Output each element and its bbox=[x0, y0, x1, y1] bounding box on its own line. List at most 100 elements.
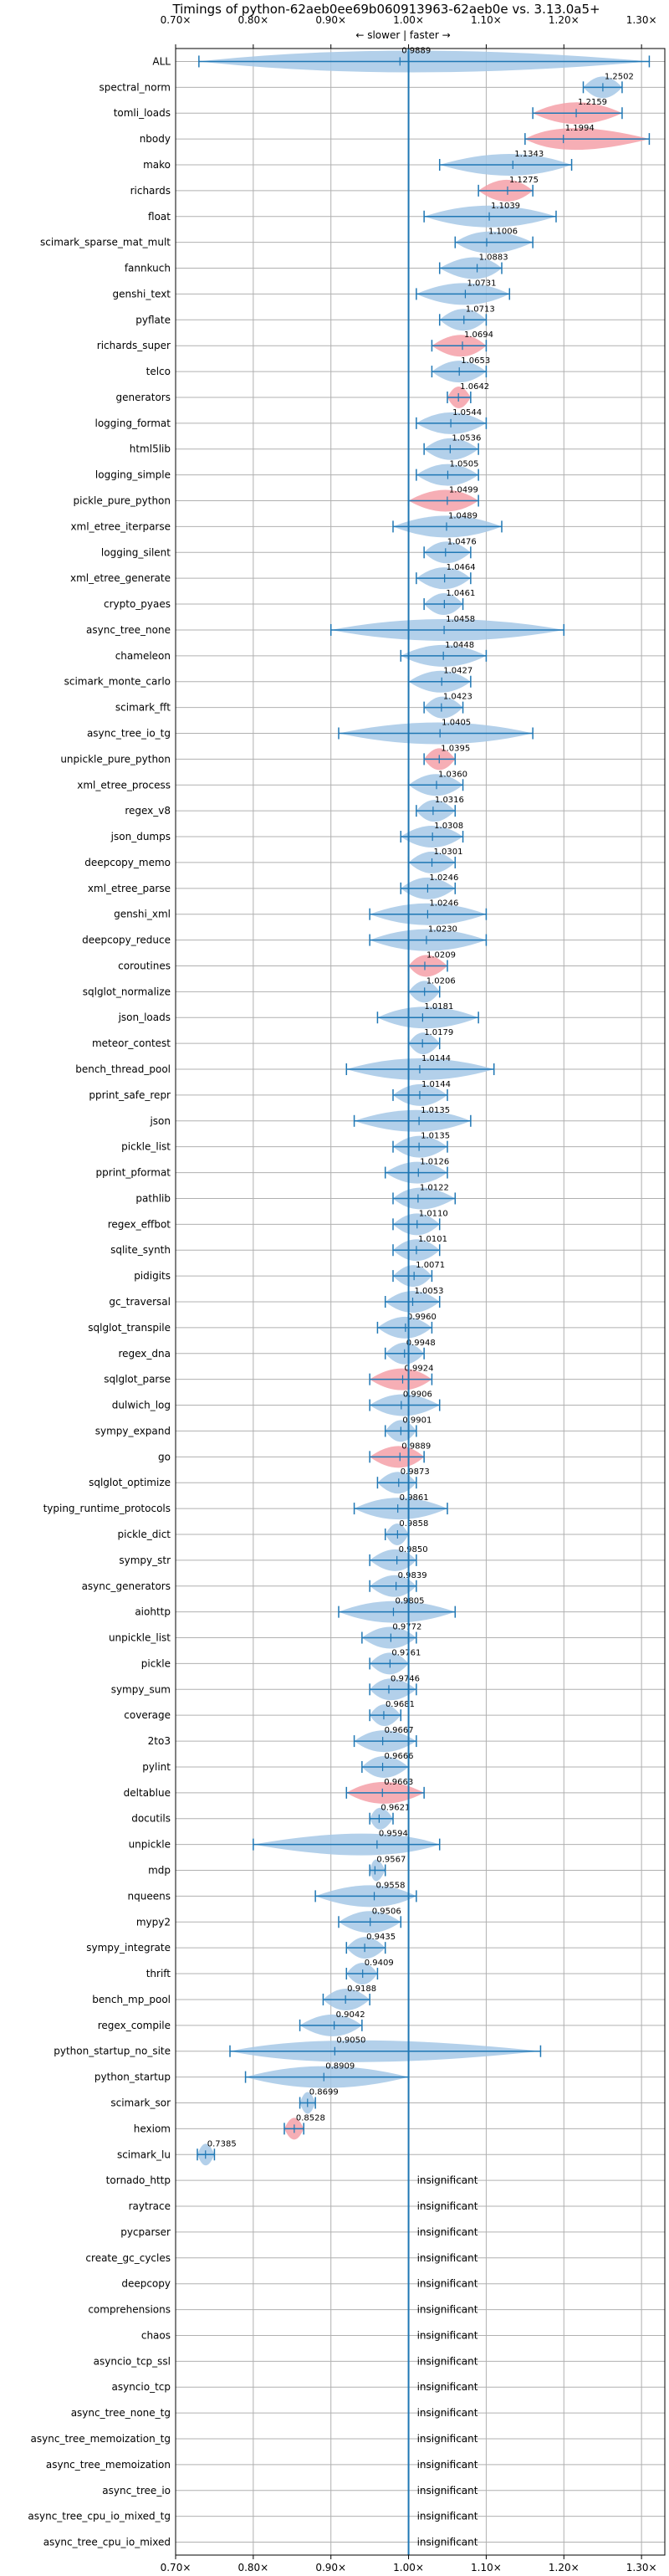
benchmark-label: sympy_str bbox=[119, 1554, 171, 1566]
value-label: 0.9621 bbox=[380, 1804, 410, 1813]
chart-subtitle: ← slower | faster → bbox=[355, 29, 450, 41]
value-label: 0.9839 bbox=[398, 1571, 427, 1580]
benchmark-label: pathlib bbox=[135, 1192, 171, 1204]
value-label: 1.0423 bbox=[443, 693, 472, 702]
benchmark-label: sympy_sum bbox=[111, 1683, 171, 1695]
benchmark-label: asyncio_tcp bbox=[111, 2381, 171, 2393]
value-label: 1.0122 bbox=[420, 1183, 449, 1192]
value-label: 1.0505 bbox=[449, 460, 478, 469]
insignificant-label: insignificant bbox=[417, 2226, 478, 2238]
benchmark-label: mypy2 bbox=[136, 1916, 171, 1928]
benchmark-label: xml_etree_generate bbox=[70, 572, 171, 584]
value-label: 1.0464 bbox=[447, 563, 476, 572]
value-label: 0.9681 bbox=[386, 1700, 415, 1709]
insignificant-label: insignificant bbox=[417, 2485, 478, 2497]
value-label: 1.0308 bbox=[434, 822, 463, 831]
benchmark-label: meteor_contest bbox=[92, 1037, 171, 1049]
benchmark-label: pickle_list bbox=[121, 1141, 171, 1153]
value-label: 1.0301 bbox=[434, 848, 463, 857]
benchmark-label: spectral_norm bbox=[99, 81, 171, 93]
value-label: 0.9861 bbox=[400, 1493, 429, 1503]
value-label: 1.0144 bbox=[421, 1080, 451, 1089]
benchmark-label: logging_silent bbox=[101, 546, 171, 558]
marks-layer: 0.9889 1.2502 1.2159 1.1994 1.1343 1.1275 1.10… bbox=[197, 46, 651, 2555]
benchmark-label: sqlglot_transpile bbox=[88, 1322, 171, 1334]
benchmark-label: async_generators bbox=[82, 1580, 171, 1592]
value-label: 1.0405 bbox=[442, 718, 471, 727]
x-tick-label-bottom: 1.30× bbox=[626, 2562, 657, 2573]
benchmark-label: async_tree_none bbox=[86, 624, 171, 636]
benchmark-label: async_tree_cpu_io_mixed bbox=[43, 2537, 171, 2548]
x-tick-label-bottom: 0.80× bbox=[237, 2562, 268, 2573]
benchmark-label: json bbox=[149, 1115, 171, 1127]
benchmark-label: async_tree_io_tg bbox=[87, 727, 171, 739]
benchmark-label: deepcopy bbox=[121, 2278, 171, 2290]
value-label: 1.0135 bbox=[421, 1106, 450, 1115]
benchmark-label: scimark_fft bbox=[115, 702, 171, 714]
value-label: 1.0458 bbox=[446, 615, 475, 624]
value-label: 1.0395 bbox=[441, 744, 470, 753]
value-label: 1.0126 bbox=[420, 1158, 449, 1167]
value-label: 1.0101 bbox=[418, 1235, 447, 1244]
benchmark-label: chaos bbox=[141, 2329, 171, 2341]
benchmark-label: deltablue bbox=[124, 1787, 171, 1799]
benchmark-label: regex_compile bbox=[98, 2020, 171, 2031]
benchmark-label: nbody bbox=[140, 133, 171, 145]
value-label: 0.9906 bbox=[403, 1390, 432, 1400]
value-label: 0.9772 bbox=[392, 1623, 421, 1632]
benchmark-label: async_tree_io bbox=[102, 2485, 171, 2497]
benchmark-label: unpickle bbox=[129, 1839, 171, 1851]
benchmark-label: async_tree_memoization bbox=[46, 2459, 171, 2471]
value-label: 0.9594 bbox=[379, 1830, 408, 1839]
value-label: 1.0181 bbox=[424, 1002, 453, 1011]
benchmark-label: bench_mp_pool bbox=[92, 1994, 171, 2005]
value-label: 1.0427 bbox=[443, 667, 472, 676]
value-label: 0.9435 bbox=[366, 1933, 396, 1942]
value-label: 1.0206 bbox=[426, 976, 456, 986]
benchmark-label: telco bbox=[146, 366, 171, 377]
benchmark-label: pprint_safe_repr bbox=[89, 1089, 171, 1101]
value-label: 0.9761 bbox=[391, 1648, 421, 1657]
benchmark-label: deepcopy_memo bbox=[84, 857, 171, 868]
insignificant-label: insignificant bbox=[417, 2200, 478, 2212]
value-label: 1.0246 bbox=[429, 873, 458, 883]
insignificant-label: insignificant bbox=[417, 2174, 478, 2186]
x-tick-label-top: 0.90× bbox=[315, 14, 346, 26]
benchmark-label: aiohttp bbox=[135, 1606, 171, 1618]
value-label: 1.0316 bbox=[435, 796, 464, 805]
benchmark-label: mdp bbox=[148, 1865, 171, 1877]
benchmark-label: go bbox=[158, 1451, 171, 1462]
benchmark-label: richards bbox=[130, 185, 171, 197]
value-label: 0.9042 bbox=[336, 2010, 365, 2020]
benchmark-label: xml_etree_parse bbox=[88, 883, 171, 894]
value-label: 1.0694 bbox=[464, 330, 493, 340]
value-label: 0.9050 bbox=[336, 2036, 365, 2046]
value-label: 0.9409 bbox=[365, 1959, 394, 1968]
value-label: 1.1994 bbox=[565, 124, 595, 133]
x-tick-label-top: 1.10× bbox=[471, 14, 502, 26]
insignificant-label: insignificant bbox=[417, 2537, 478, 2548]
insignificant-label: insignificant bbox=[417, 2355, 478, 2367]
benchmark-label: python_startup_no_site bbox=[54, 2046, 171, 2057]
x-tick-label-bottom: 1.20× bbox=[549, 2562, 580, 2573]
value-label: 1.0476 bbox=[447, 537, 477, 546]
value-label: 0.9901 bbox=[402, 1416, 432, 1425]
benchmark-label: 2to3 bbox=[148, 1735, 171, 1747]
benchmark-label: pylint bbox=[142, 1761, 171, 1773]
x-tick-label-bottom: 1.10× bbox=[471, 2562, 502, 2573]
value-label: 0.9567 bbox=[376, 1856, 406, 1865]
value-label: 1.1039 bbox=[491, 202, 520, 211]
benchmark-label: deepcopy_reduce bbox=[82, 935, 171, 946]
value-label: 1.0448 bbox=[445, 641, 474, 650]
value-label: 1.0360 bbox=[438, 770, 467, 779]
benchmark-label: dulwich_log bbox=[112, 1400, 171, 1411]
value-label: 1.0883 bbox=[479, 254, 508, 263]
benchmark-label: genshi_text bbox=[113, 288, 171, 300]
benchmark-label: scimark_lu bbox=[117, 2148, 171, 2160]
benchmark-label: pickle_pure_python bbox=[74, 495, 171, 507]
value-label: 1.2502 bbox=[605, 72, 634, 81]
value-label: 0.9666 bbox=[385, 1752, 414, 1761]
value-label: 1.0071 bbox=[416, 1261, 445, 1270]
benchmark-label: nqueens bbox=[128, 1890, 171, 1902]
value-label: 0.9948 bbox=[406, 1339, 436, 1348]
